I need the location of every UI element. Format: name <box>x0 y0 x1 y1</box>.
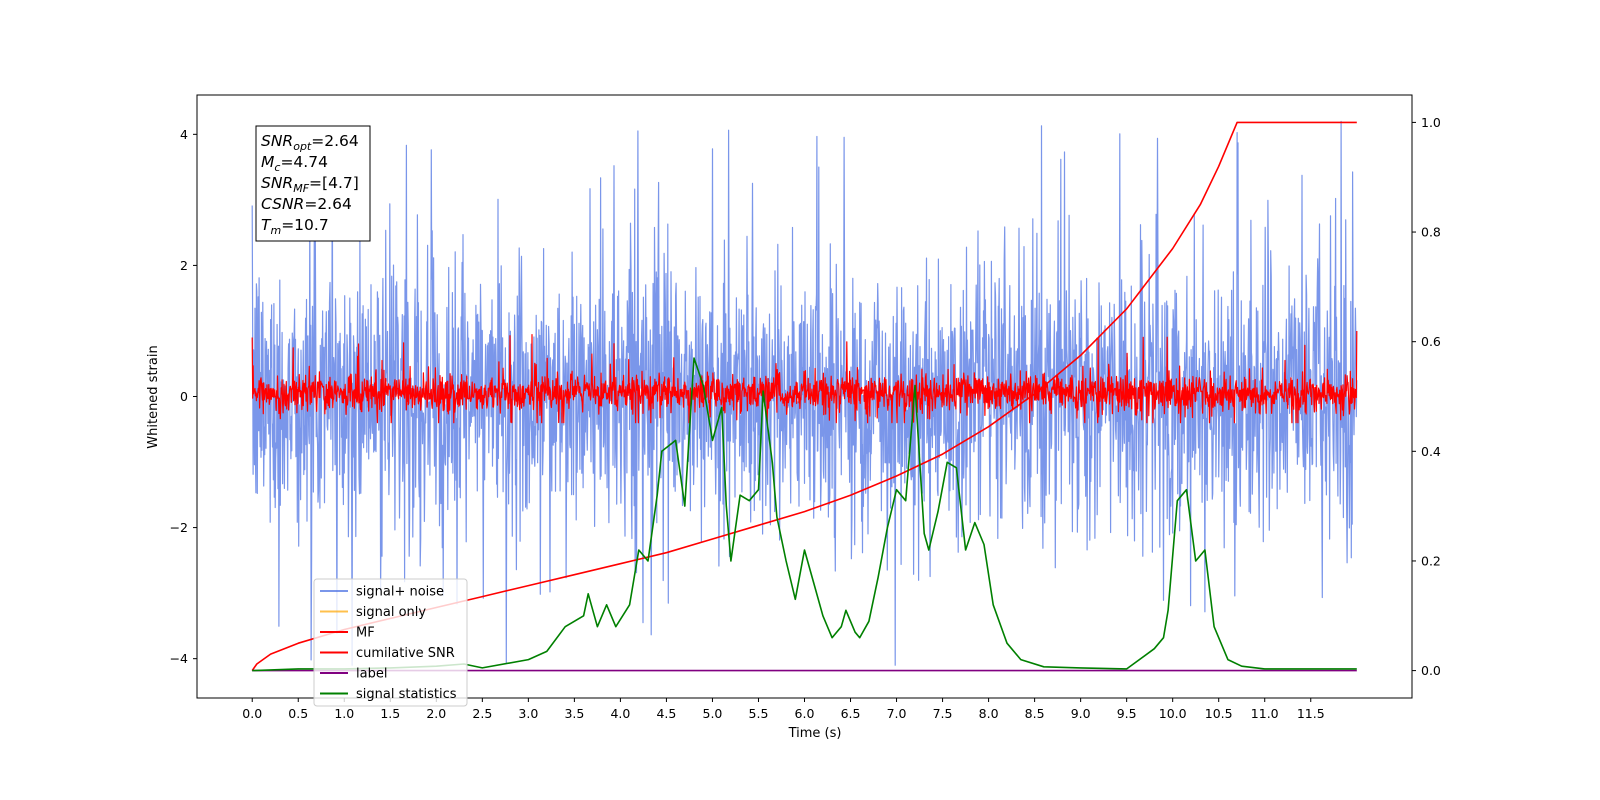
x-tick-label: 2.5 <box>472 706 492 721</box>
legend-label-signal-noise: signal+ noise <box>356 585 444 600</box>
annotation-line: Mc=4.74 <box>261 153 328 174</box>
x-tick-label: 0.5 <box>288 706 308 721</box>
y-right-tick-label: 1.0 <box>1421 115 1441 130</box>
annotation-line: CSNR=2.64 <box>261 195 352 213</box>
series-line-signal-statistics <box>252 357 1357 672</box>
x-axis-label: Time (s) <box>788 726 842 741</box>
y-axis-left: −4 −2 0 2 4 <box>170 127 197 666</box>
x-tick-label: 4.0 <box>610 706 630 721</box>
x-tick-label: 7.0 <box>887 706 907 721</box>
x-tick-label: 6.0 <box>795 706 815 721</box>
x-tick-label: 7.5 <box>933 706 953 721</box>
x-tick-label: 1.5 <box>380 706 400 721</box>
legend-label-cumilative-snr: cumilative SNR <box>356 646 455 661</box>
x-tick-label: 9.5 <box>1117 706 1137 721</box>
x-tick-label: 11.0 <box>1251 706 1279 721</box>
y-right-tick-label: 0.2 <box>1421 553 1441 568</box>
y-left-tick-label: −4 <box>170 651 188 666</box>
y-left-tick-label: 4 <box>180 127 188 142</box>
legend-frame <box>313 578 468 707</box>
legend-label-mf: MF <box>356 626 375 641</box>
x-tick-label: 3.0 <box>518 706 538 721</box>
y-axis-label: Whitened strain <box>146 345 161 448</box>
x-tick-label: 8.0 <box>979 706 999 721</box>
x-tick-label: 5.0 <box>703 706 723 721</box>
y-right-tick-label: 0.4 <box>1421 444 1441 459</box>
y-axis-right: 0.0 0.2 0.4 0.6 0.8 1.0 <box>1412 115 1441 678</box>
annotation-line: Tm=10.7 <box>261 216 329 237</box>
y-right-tick-label: 0.6 <box>1421 334 1441 349</box>
annotation-line: SNRopt=2.64 <box>261 132 359 153</box>
annotation-line: SNRMF=[4.7] <box>261 174 359 195</box>
series-line-signal-noise <box>251 120 1358 666</box>
x-tick-label: 10.0 <box>1159 706 1187 721</box>
x-axis: 0.0 0.5 1.0 1.5 2.0 2.5 3.0 3.5 4.0 4.5 5.0 5.5 6.0 6… <box>242 698 1325 721</box>
x-tick-label: 8.5 <box>1025 706 1045 721</box>
y-right-tick-label: 0.8 <box>1421 225 1441 240</box>
legend: signal+ noise signal only MF cumilative SNR… <box>313 578 468 707</box>
legend-label-signal-only: signal only <box>356 605 426 620</box>
x-tick-label: 11.5 <box>1297 706 1325 721</box>
x-tick-label: 4.5 <box>656 706 676 721</box>
y-right-tick-label: 0.0 <box>1421 663 1441 678</box>
y-left-tick-label: 2 <box>180 258 188 273</box>
series-line-mf <box>251 330 1358 424</box>
x-tick-label: 0.0 <box>242 706 262 721</box>
legend-label-signal-statistics: signal statistics <box>356 687 457 702</box>
annotation-box-frame <box>255 125 371 242</box>
x-tick-label: 1.0 <box>334 706 354 721</box>
y-left-tick-label: 0 <box>180 389 188 404</box>
x-tick-label: 9.0 <box>1071 706 1091 721</box>
x-tick-label: 10.5 <box>1205 706 1233 721</box>
legend-label-label: label <box>356 667 387 682</box>
x-tick-label: 2.0 <box>426 706 446 721</box>
x-tick-label: 6.5 <box>841 706 861 721</box>
x-tick-label: 5.5 <box>749 706 769 721</box>
x-tick-label: 3.5 <box>564 706 584 721</box>
y-left-tick-label: −2 <box>170 520 188 535</box>
